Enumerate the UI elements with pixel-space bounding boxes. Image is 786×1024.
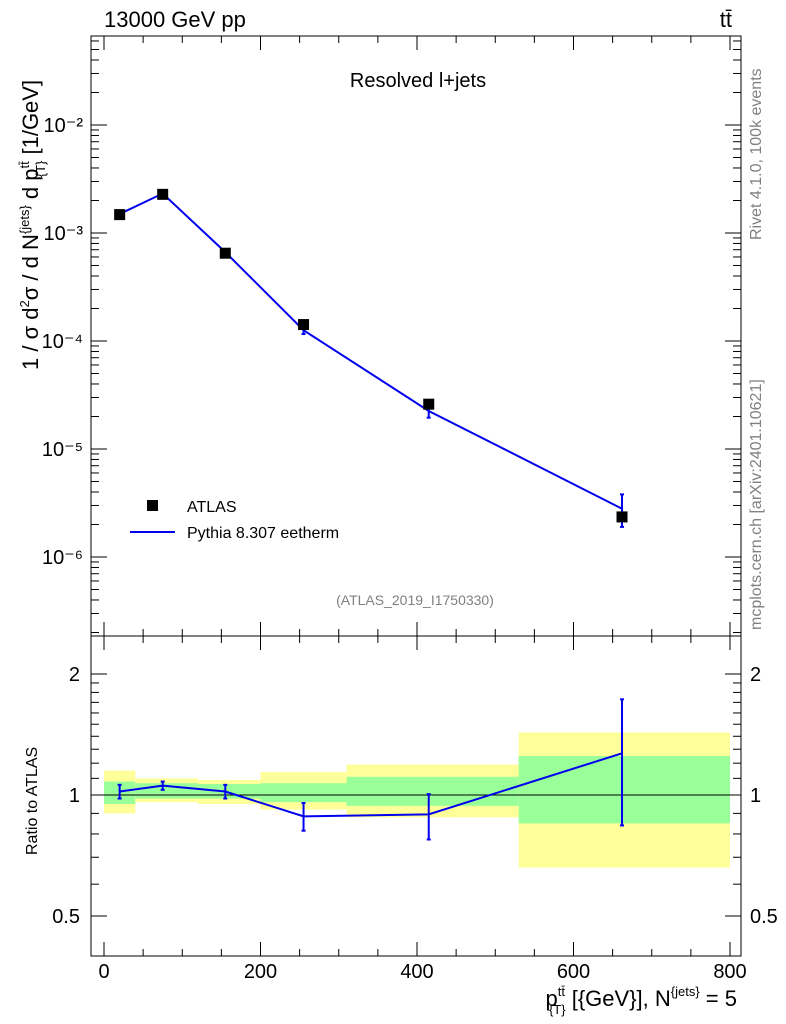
energy-label: 13000 GeV pp	[104, 7, 246, 32]
x-tick-label: 200	[244, 961, 277, 983]
pythia-line	[119, 192, 623, 510]
ratio-band-inner	[346, 776, 519, 806]
legend-pythia-label: Pythia 8.307 eetherm	[187, 525, 339, 542]
ratio-bands	[91, 732, 741, 868]
atlas-data-point	[616, 511, 628, 523]
x-tick-label: 800	[713, 961, 746, 983]
x-axis-label: ptt̄ {T} [{GeV}], N{jets} = 5	[545, 984, 737, 1017]
ratio-axis-ticks: 0 200 400 600 800 2 2 1 1 0.5 0.5	[52, 636, 778, 983]
x-tick-label: 0	[98, 961, 109, 983]
legend-atlas-marker	[147, 500, 158, 511]
ratio-y-axis-label: Ratio to ATLAS	[24, 747, 41, 855]
atlas-data-point	[114, 209, 126, 221]
y-tick-label: 10⁻²	[44, 115, 84, 137]
atlas-data-point	[423, 398, 435, 410]
main-plot-frame	[90, 35, 742, 637]
ratio-plot-frame	[90, 635, 742, 957]
atlas-data-point	[298, 319, 310, 331]
legend: ATLAS Pythia 8.307 eetherm	[130, 499, 339, 542]
analysis-id: (ATLAS_2019_I1750330)	[336, 592, 494, 608]
ratio-band-inner	[260, 783, 347, 803]
ratio-tick-label-left: 2	[69, 664, 80, 686]
ratio-series	[117, 698, 625, 841]
y-tick-label: 10⁻⁶	[42, 547, 83, 569]
legend-atlas-label: ATLAS	[187, 499, 237, 516]
ratio-tick-label-right: 1	[750, 785, 761, 807]
atlas-data-point	[219, 247, 231, 259]
process-label: tt̄	[720, 7, 732, 32]
y-tick-label: 10⁻⁴	[42, 331, 83, 353]
atlas-data-point	[157, 188, 169, 200]
ratio-band-inner	[197, 784, 261, 799]
rivet-label: Rivet 4.1.0, 100k events	[748, 68, 765, 240]
main-axis-ticks: 10⁻² 10⁻³ 10⁻⁴ 10⁻⁵ 10⁻⁶	[42, 36, 741, 636]
ratio-tick-label-left: 1	[69, 785, 80, 807]
mcplots-label: mcplots.cern.ch [arXiv:2401.10621]	[748, 379, 765, 630]
ratio-pythia-line	[119, 752, 623, 818]
y-tick-label: 10⁻⁵	[42, 439, 83, 461]
ratio-tick-label-right: 0.5	[750, 906, 778, 928]
y-tick-label: 10⁻³	[44, 223, 84, 245]
ratio-tick-label-right: 2	[750, 664, 761, 686]
ratio-tick-label-left: 0.5	[52, 906, 80, 928]
x-tick-label: 400	[400, 961, 433, 983]
chart-title: Resolved l+jets	[350, 70, 486, 92]
ratio-band-inner	[518, 756, 730, 824]
x-tick-label: 600	[557, 961, 590, 983]
main-series	[114, 188, 628, 528]
